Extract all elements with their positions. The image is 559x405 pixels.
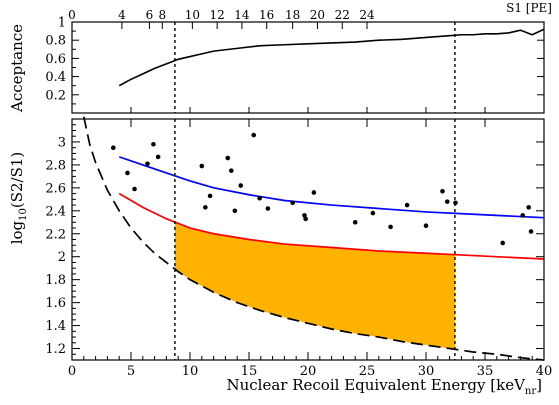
s1-tick-label: 14 (234, 8, 250, 22)
data-point (290, 200, 295, 206)
y-tick-label: 2.4 (45, 204, 66, 219)
y-tick-label: 2.2 (45, 227, 66, 242)
data-point (404, 202, 410, 208)
s1-tick-label: 8 (158, 8, 166, 22)
data-point (526, 205, 531, 210)
acceptance-curve (118, 28, 545, 87)
data-point (229, 168, 234, 173)
s1-tick-label: 6 (146, 8, 154, 22)
s1-tick-label: 24 (359, 8, 375, 22)
data-point (500, 240, 506, 246)
data-point (303, 216, 308, 222)
discrimination-panel: 0 5 10 15 20 25 30 35 40 1.2 1.4 1.6 1.8 2 2.2 2.4 2.6 2… (8, 116, 553, 397)
s1-tick-label: 4 (118, 8, 126, 22)
s1-tick-label: 16 (259, 8, 274, 22)
data-point (265, 206, 271, 211)
y-tick-label: 1.2 (45, 342, 66, 357)
s1-tick-label: 10 (185, 8, 200, 22)
data-point (257, 195, 262, 201)
blue-median-curve (118, 156, 545, 219)
x-axis-label: Nuclear Recoil Equivalent Energy [keVnr] (226, 376, 542, 397)
data-point (125, 170, 130, 176)
data-point (311, 190, 317, 195)
y-tick-label: 1.8 (45, 273, 66, 288)
data-point (225, 155, 231, 161)
data-point (528, 229, 534, 234)
data-point (203, 205, 208, 210)
data-point (388, 224, 393, 230)
acceptance-y-tick-label: 0.6 (45, 52, 66, 67)
y-tick-label: 2.6 (45, 181, 66, 196)
data-point (440, 189, 445, 194)
data-point (111, 145, 116, 150)
data-point (232, 208, 238, 214)
x-tick-label: 5 (127, 364, 135, 379)
acceptance-y-tick-label: 0.8 (45, 34, 66, 49)
data-point (423, 223, 429, 229)
data-point (207, 193, 213, 199)
y-tick-label: 2.8 (45, 158, 66, 173)
acceptance-axis-label: Acceptance (8, 24, 26, 113)
data-point (145, 161, 150, 167)
s1-tick-label: 22 (335, 8, 350, 22)
s1-tick-label: 12 (209, 8, 224, 22)
data-point (370, 210, 376, 216)
data-point (132, 186, 137, 192)
data-point (444, 199, 450, 204)
x-tick-label: 25 (359, 364, 376, 379)
data-point (151, 141, 156, 147)
x-tick-label: 30 (418, 364, 435, 379)
y-tick-label: 2 (58, 250, 66, 265)
acceptance-panel: 0.2 0.4 0.6 0.8 1 4 6 8 10 12 14 16 18 20 22 24 0 S1 [P… (8, 1, 552, 114)
x-tick-label: 0 (68, 364, 76, 379)
data-point (199, 163, 205, 169)
acceptance-region-fill (174, 222, 455, 350)
y-tick-label: 1.6 (45, 296, 66, 311)
data-point (238, 183, 244, 188)
y-tick-label: 1.4 (45, 319, 66, 334)
x-tick-label: 20 (300, 364, 317, 379)
data-point (251, 132, 257, 138)
s1-tick-label: 20 (310, 8, 325, 22)
y-tick-label: 3 (58, 135, 66, 150)
data-point (352, 219, 358, 225)
red-median-curve (118, 192, 545, 260)
data-point (520, 213, 526, 218)
y-axis-label: log10(S2/S1) (8, 152, 29, 245)
x-tick-label: 40 (536, 364, 553, 379)
x-tick-label: 15 (241, 364, 258, 379)
acceptance-y-tick-label: 0.2 (45, 88, 66, 103)
acceptance-y-tick-label: 0.4 (45, 70, 66, 85)
s1-axis-label: S1 [PE] (506, 1, 552, 15)
s1-tick-label: 0 (68, 8, 76, 22)
s1-tick-label: 18 (285, 8, 300, 22)
data-point (155, 154, 161, 160)
x-tick-label: 35 (477, 364, 494, 379)
x-tick-label: 10 (182, 364, 199, 379)
acceptance-y-tick-label: 1 (58, 16, 66, 31)
